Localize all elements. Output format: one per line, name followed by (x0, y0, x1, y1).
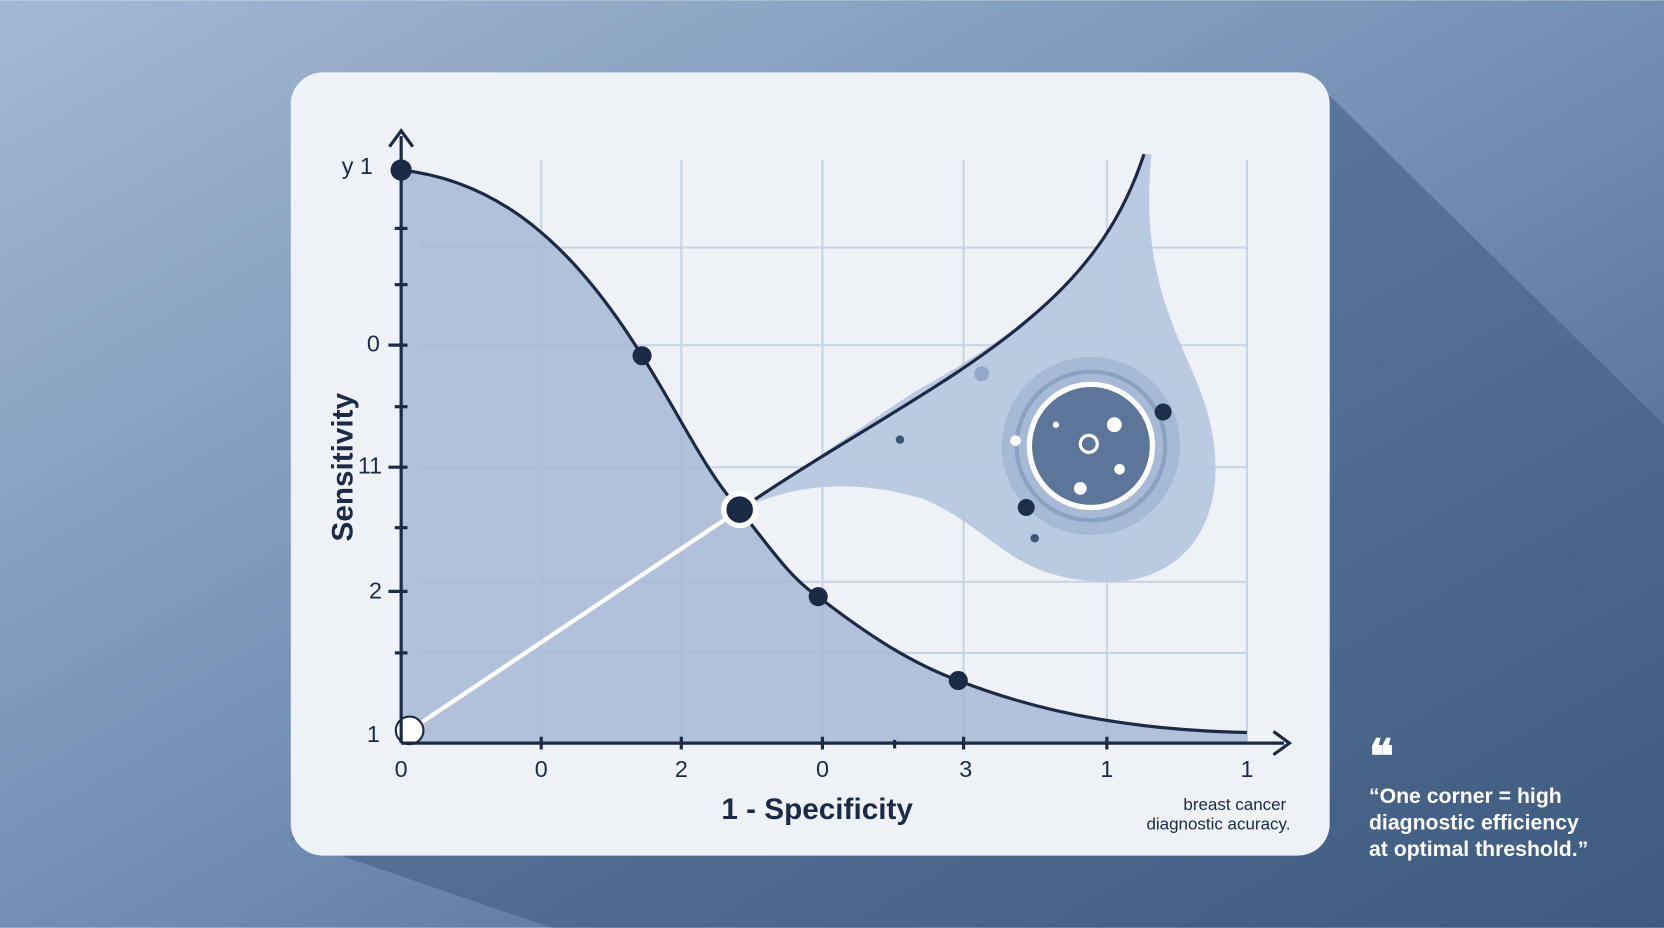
x-tick-label: 1 (1240, 756, 1253, 782)
quote-mark: ❝ (1369, 730, 1394, 782)
decreasing-curve (400, 168, 1247, 735)
x-tick-label: 3 (959, 756, 972, 782)
x-tick-label: 0 (535, 756, 548, 782)
quote-line: at optimal threshold.” (1369, 838, 1588, 861)
y-tick-label: 11 (358, 452, 382, 478)
quote-line: diagnostic efficiency (1369, 811, 1579, 834)
x-tick-label: 2 (675, 756, 688, 782)
labels: y 1 0 11 2 1 0 0 2 0 3 1 1 1 - Specifici… (327, 153, 1291, 833)
y-tick-label: 0 (367, 330, 380, 356)
x-tick-label: 0 (816, 756, 829, 782)
caption-line: breast cancer (1183, 795, 1286, 814)
x-tick-label: 1 (1100, 756, 1113, 782)
x-axis-title: 1 - Specificity (721, 793, 913, 826)
y-tick-label: 1 (367, 721, 380, 747)
line-upper (738, 153, 1146, 511)
y-top-label: y 1 (342, 153, 373, 179)
caption-line: diagnostic acuracy. (1146, 814, 1290, 833)
points (390, 159, 968, 691)
line-lower (408, 507, 741, 733)
axes (388, 128, 1293, 757)
y-tick-label: 2 (369, 578, 382, 604)
quote: ❝ “One corner = high diagnostic efficien… (1369, 730, 1588, 860)
quote-line: “One corner = high (1369, 785, 1562, 808)
y-axis-title: Sensitivity (327, 392, 360, 541)
cell-icon (895, 356, 1181, 543)
x-tick-label: 0 (395, 756, 408, 782)
